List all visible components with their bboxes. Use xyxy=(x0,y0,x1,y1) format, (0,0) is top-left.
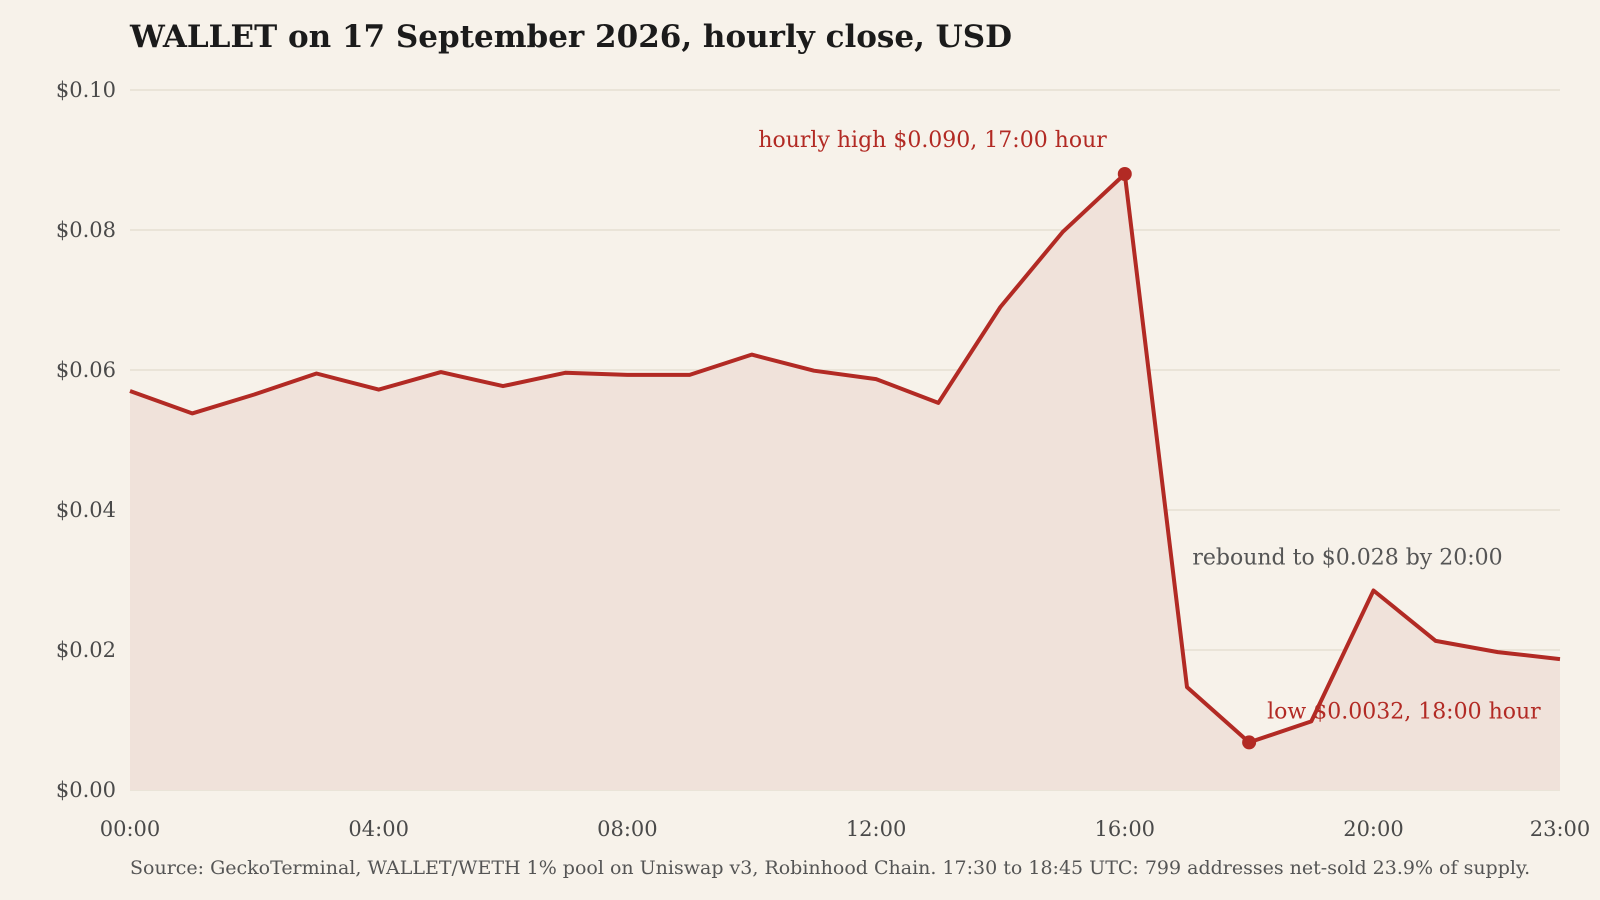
x-tick-label: 12:00 xyxy=(846,817,907,841)
y-tick-label: $0.08 xyxy=(56,218,116,242)
y-tick-label: $0.04 xyxy=(56,498,116,522)
x-tick-label: 08:00 xyxy=(597,817,658,841)
annotation-label: low $0.0032, 18:00 hour xyxy=(1267,699,1541,724)
annotation-label: rebound to $0.028 by 20:00 xyxy=(1192,546,1502,571)
annotation-marker xyxy=(1242,735,1257,750)
y-tick-label: $0.10 xyxy=(56,78,116,102)
x-tick-label: 23:00 xyxy=(1530,817,1591,841)
series-line xyxy=(129,172,1561,745)
annotation-marker xyxy=(1117,167,1132,181)
source-note: Source: GeckoTerminal, WALLET/WETH 1% po… xyxy=(130,857,1530,879)
annotation-label: hourly high $0.090, 17:00 hour xyxy=(758,128,1107,153)
y-tick-label: $0.02 xyxy=(56,638,116,662)
y-tick-label: $0.06 xyxy=(56,358,116,382)
x-tick-label: 16:00 xyxy=(1095,817,1156,841)
annotations: hourly high $0.090, 17:00 hour low $0.003… xyxy=(758,128,1541,750)
y-axis-ticks: $0.00 $0.02 $0.04 $0.06 $0.08 $0.10 xyxy=(56,78,116,802)
x-tick-label: 20:00 xyxy=(1343,817,1404,841)
x-tick-label: 00:00 xyxy=(100,817,161,841)
x-tick-label: 04:00 xyxy=(348,817,409,841)
y-tick-label: $0.00 xyxy=(56,778,116,802)
area-fill xyxy=(130,174,1560,790)
chart-title: WALLET on 17 September 2026, hourly clos… xyxy=(129,19,1012,55)
x-axis-ticks: 00:00 04:00 08:00 12:00 16:00 20:00 23:00 xyxy=(100,817,1591,841)
